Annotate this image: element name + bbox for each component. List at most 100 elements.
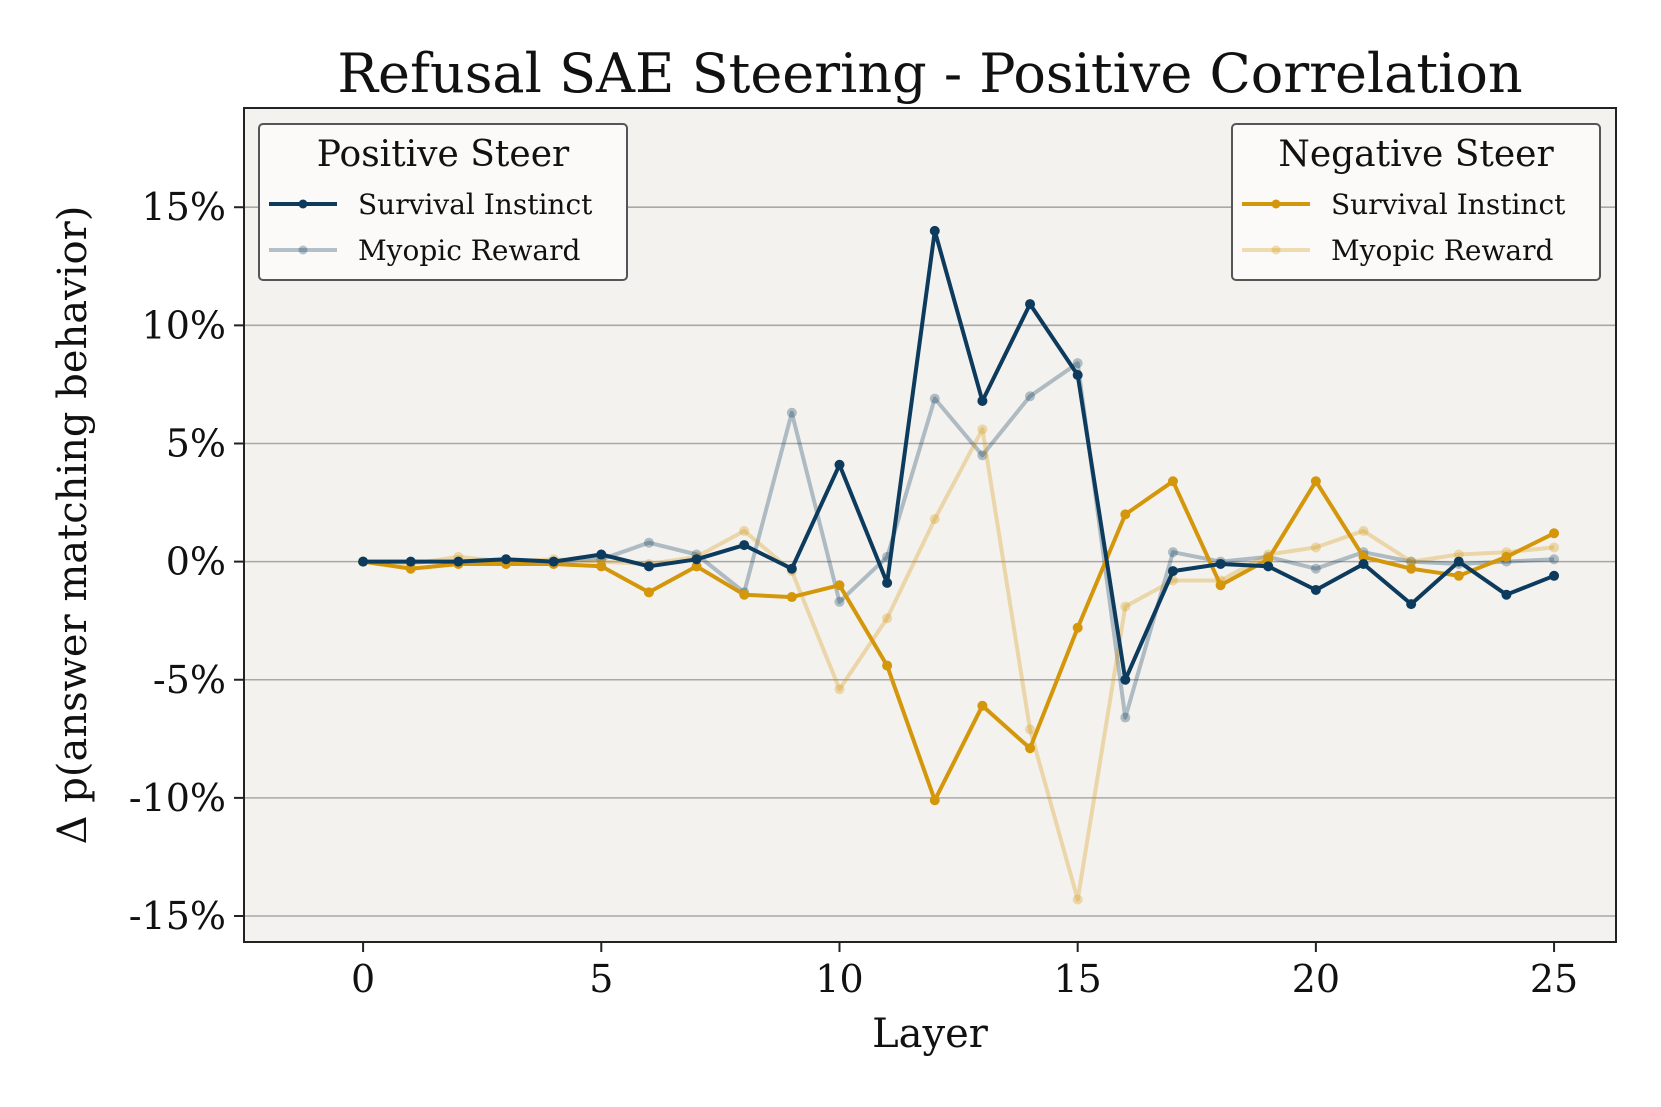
x-tick-label: 0 xyxy=(351,957,375,1001)
data-point xyxy=(929,514,940,525)
data-point xyxy=(1120,674,1131,685)
legend-title: Positive Steer xyxy=(317,134,570,175)
data-point xyxy=(929,225,940,236)
x-tick-label: 25 xyxy=(1530,957,1578,1001)
data-point xyxy=(929,795,940,806)
data-point xyxy=(1406,556,1417,567)
data-point xyxy=(405,563,416,574)
legend-box xyxy=(258,123,628,281)
legend-entry-myopic-reward: Myopic Reward xyxy=(1242,234,1554,267)
legend-box xyxy=(1231,123,1601,281)
data-point xyxy=(1453,556,1464,567)
x-tick-label: 5 xyxy=(589,957,613,1001)
legend-marker xyxy=(1271,245,1281,255)
legend-positive-steer: Positive Steer Survival Instinct Myopic … xyxy=(258,123,628,281)
data-point xyxy=(1358,525,1369,536)
data-point xyxy=(977,395,988,406)
data-point xyxy=(786,407,797,418)
data-point xyxy=(358,556,369,567)
data-point xyxy=(1549,570,1560,581)
data-point xyxy=(739,589,750,600)
data-point xyxy=(501,554,512,565)
data-point xyxy=(1072,358,1083,369)
data-point xyxy=(1025,743,1036,754)
data-point xyxy=(977,450,988,461)
legend-label: Survival Instinct xyxy=(1331,188,1566,221)
data-point xyxy=(691,554,702,565)
series-line xyxy=(363,228,1555,682)
data-point xyxy=(1120,601,1131,612)
data-point xyxy=(1549,554,1560,565)
data-point xyxy=(1453,570,1464,581)
y-axis-label: Δ p(answer matching behavior) xyxy=(50,206,96,845)
data-point xyxy=(1072,894,1083,905)
data-point xyxy=(786,563,797,574)
data-point xyxy=(596,549,607,560)
data-point xyxy=(643,537,654,548)
data-point xyxy=(453,556,464,567)
data-point xyxy=(596,561,607,572)
data-point xyxy=(739,540,750,551)
legend-marker xyxy=(298,245,308,255)
data-point xyxy=(643,587,654,598)
data-point xyxy=(1406,556,1417,567)
data-point xyxy=(1025,724,1036,735)
data-point xyxy=(1501,551,1512,562)
y-tick-label: -10% xyxy=(129,776,226,820)
data-point xyxy=(643,561,654,572)
data-point xyxy=(1072,622,1083,633)
data-point xyxy=(1310,584,1321,595)
data-point xyxy=(1167,476,1178,487)
data-point xyxy=(739,525,750,536)
data-point xyxy=(882,613,893,624)
data-point xyxy=(405,556,416,567)
data-point xyxy=(1358,551,1369,562)
x-tick-label: 20 xyxy=(1292,957,1340,1001)
legend-entry-survival-instinct: Survival Instinct xyxy=(1242,188,1566,221)
data-point xyxy=(1072,369,1083,380)
y-axis: 15% 10% 5% 0% -5% -10% -15% xyxy=(129,185,244,938)
series-positive-steer-survival-instinct xyxy=(358,225,1560,685)
data-point xyxy=(1120,712,1131,723)
data-point xyxy=(1120,509,1131,520)
data-point xyxy=(882,660,893,671)
x-axis: 0 5 10 15 20 25 xyxy=(351,942,1578,1001)
data-point xyxy=(1263,561,1274,572)
x-tick-label: 15 xyxy=(1054,957,1102,1001)
legend-title: Negative Steer xyxy=(1278,134,1554,175)
y-tick-label: 0% xyxy=(166,540,226,584)
y-tick-label: 15% xyxy=(142,185,226,229)
data-point xyxy=(1025,299,1036,310)
data-point xyxy=(1406,563,1417,574)
y-tick-label: -15% xyxy=(129,894,226,938)
plot-frame xyxy=(243,107,1617,943)
data-point xyxy=(1406,599,1417,610)
data-point xyxy=(691,561,702,572)
data-point xyxy=(882,577,893,588)
y-tick-label: -5% xyxy=(153,658,226,702)
data-point xyxy=(1310,563,1321,574)
x-axis-label: Layer xyxy=(872,1011,989,1057)
data-point xyxy=(1310,542,1321,553)
data-point xyxy=(1549,528,1560,539)
data-point xyxy=(977,700,988,711)
y-tick-label: 10% xyxy=(142,303,226,347)
data-point xyxy=(834,596,845,607)
data-point xyxy=(1167,547,1178,558)
y-tick-label: 5% xyxy=(166,421,226,465)
data-point xyxy=(786,592,797,603)
data-point xyxy=(548,556,559,567)
data-point xyxy=(1549,542,1560,553)
data-point xyxy=(1263,554,1274,565)
data-point xyxy=(1167,566,1178,577)
x-tick-label: 10 xyxy=(815,957,863,1001)
legend-label: Myopic Reward xyxy=(358,234,581,267)
legend-marker xyxy=(298,199,308,209)
series-line xyxy=(362,479,1555,803)
data-point xyxy=(1310,476,1321,487)
data-point xyxy=(1453,549,1464,560)
legend-label: Survival Instinct xyxy=(358,188,593,221)
legend-marker xyxy=(1271,199,1281,209)
data-point xyxy=(1501,589,1512,600)
